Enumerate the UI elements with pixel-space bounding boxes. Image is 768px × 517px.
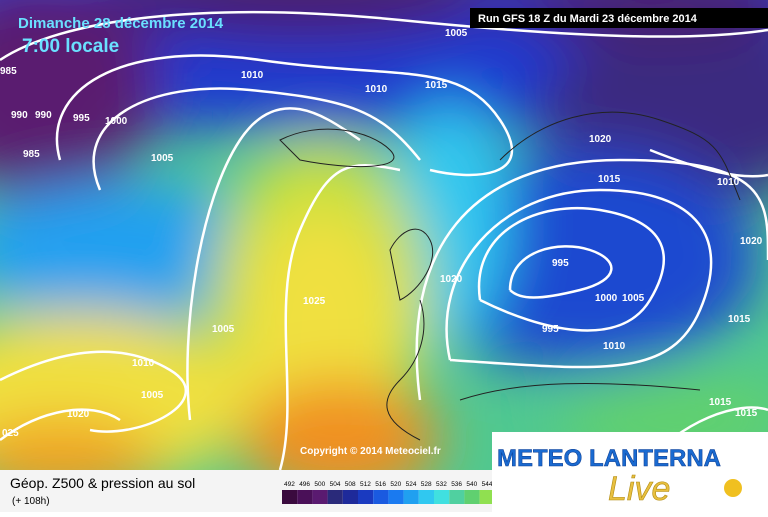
isobar-label: 1000 (595, 293, 618, 304)
legend-swatch (358, 490, 374, 504)
legend-label: 536 (451, 481, 462, 488)
legend-label: 504 (330, 481, 341, 488)
isobar-label: 1025 (303, 296, 326, 307)
isobar-label: 990 (35, 110, 52, 121)
isobar-label: 995 (73, 113, 90, 124)
copyright: Copyright © 2014 Meteociel.fr (300, 446, 441, 457)
legend-label: 540 (466, 481, 477, 488)
isobar-label: 1000 (105, 116, 128, 127)
isobar-label: 1015 (709, 397, 732, 408)
isobar-label: 1015 (425, 80, 448, 91)
isobar-label: 995 (542, 324, 559, 335)
isobar-label: 1020 (67, 409, 90, 420)
logo-box (492, 432, 768, 512)
run-box (470, 8, 768, 28)
isobar-label: 985 (0, 66, 17, 77)
legend-swatch (388, 490, 404, 504)
legend-label: 544 (482, 481, 493, 488)
isobar-label: 1010 (717, 177, 740, 188)
legend-swatch (403, 490, 419, 504)
isobar-label: 1005 (151, 153, 174, 164)
legend-label: 528 (421, 481, 432, 488)
isobar-label: 1005 (212, 324, 235, 335)
legend-swatch (327, 490, 343, 504)
isobar-label: 1015 (598, 174, 621, 185)
legend-swatch (449, 490, 465, 504)
isobar-label: 1010 (365, 84, 388, 95)
isobar-label: 1020 (440, 274, 463, 285)
isobar-label: 1015 (728, 314, 751, 325)
isobar-label: 1010 (132, 358, 155, 369)
legend-swatch (312, 490, 328, 504)
legend-swatch (342, 490, 358, 504)
legend-swatch (282, 490, 298, 504)
legend-label: 496 (299, 481, 310, 488)
isobar-label: 995 (552, 258, 569, 269)
legend-swatch (418, 490, 434, 504)
legend-label: 516 (375, 481, 386, 488)
isobar-label: 1020 (589, 134, 612, 145)
isobar-labels: 1005 985 1010 1010 1015 990 990 995 1000 985 1005 1… (0, 28, 763, 439)
legend-label: 524 (406, 481, 417, 488)
isobar-label: 1005 (622, 293, 645, 304)
time: 7:00 locale (22, 36, 119, 57)
run-text: Run GFS 18 Z du Mardi 23 décembre 2014 (478, 13, 698, 25)
coastlines (279, 111, 741, 441)
legend-label: 532 (436, 481, 447, 488)
legend-swatch (479, 490, 495, 504)
legend-swatch (297, 490, 313, 504)
isobar-label: 1010 (241, 70, 264, 81)
isobar-label: 1005 (141, 390, 164, 401)
date: Dimanche 28 décembre 2014 (18, 15, 224, 32)
legend-swatch (373, 490, 389, 504)
isobar-label: 025 (2, 428, 19, 439)
legend-label: 512 (360, 481, 371, 488)
footer-title: Géop. Z500 & pression au sol (10, 475, 195, 491)
isobar-label: 1010 (603, 341, 626, 352)
legend-label: 500 (314, 481, 325, 488)
sun-icon (724, 479, 742, 497)
logo-text: METEO LANTERNA (497, 445, 721, 472)
footer-lead: (+ 108h) (12, 496, 50, 507)
legend-label: 508 (345, 481, 356, 488)
legend-label: 520 (390, 481, 401, 488)
legend-swatch (434, 490, 450, 504)
isobar-label: 1020 (740, 236, 763, 247)
isobar-label: 990 (11, 110, 28, 121)
legend: 492 496 500 504 508 512 516 520 524 528 532 536 540 5… (282, 481, 510, 504)
legend-swatch (464, 490, 480, 504)
isobar-label: 985 (23, 149, 40, 160)
logo-sub: Live (608, 470, 670, 508)
isobar-label: 1015 (735, 408, 758, 419)
field (0, 0, 768, 470)
isobar-label: 1005 (445, 28, 468, 39)
legend-label: 492 (284, 481, 295, 488)
